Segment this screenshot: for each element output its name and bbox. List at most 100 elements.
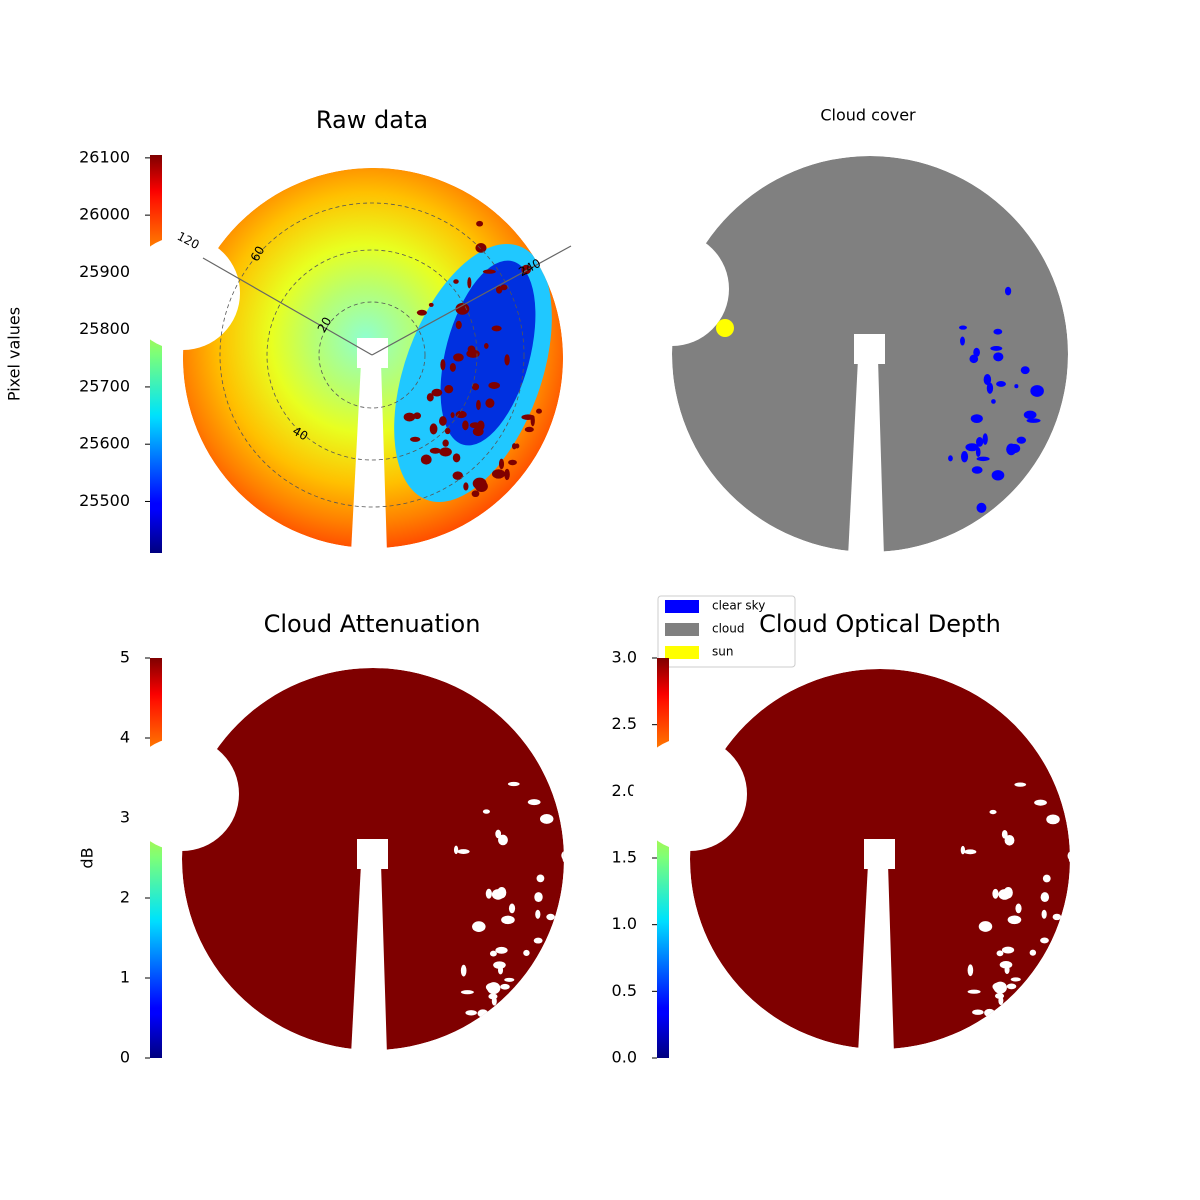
legend-label: clear sky (712, 599, 765, 613)
speck (493, 961, 506, 969)
speck (413, 412, 422, 420)
speck (546, 913, 555, 921)
speck (476, 399, 481, 411)
speck (508, 459, 517, 466)
speck (429, 423, 438, 435)
speck (948, 455, 953, 462)
speck (990, 519, 996, 525)
speck (561, 850, 564, 861)
speck (491, 889, 505, 900)
speck (1070, 396, 1081, 404)
speck (1054, 484, 1067, 490)
speck (475, 243, 487, 253)
colorbar-tick-label: 2.5 (612, 714, 637, 733)
speck (1074, 893, 1083, 899)
speck (1010, 1003, 1020, 1010)
speck (1010, 519, 1018, 530)
colorbar-tick-label: 25800 (79, 319, 130, 338)
speck (1040, 892, 1050, 903)
speck (463, 482, 469, 491)
speck (444, 427, 451, 435)
speck (999, 534, 1013, 541)
speck (978, 921, 993, 932)
panel-title: Cloud Optical Depth (759, 610, 1001, 638)
speck (580, 933, 585, 945)
speck (984, 1008, 995, 1017)
colorbar (150, 155, 162, 553)
mask-arm (351, 363, 387, 553)
speck (495, 829, 502, 839)
speck (1004, 834, 1015, 846)
colorbar-label: dB (78, 847, 97, 868)
speck (480, 1038, 491, 1046)
legend-swatch (665, 623, 699, 636)
legend-swatch (665, 646, 699, 659)
speck (536, 874, 545, 883)
colorbar-tick-label: 1 (120, 968, 130, 987)
speck (573, 853, 584, 861)
speck (964, 849, 977, 855)
speck (467, 345, 476, 353)
speck (500, 983, 510, 990)
speck (1052, 913, 1062, 921)
speck (428, 302, 434, 307)
polar-spoke (202, 257, 373, 356)
mask-notch (633, 737, 747, 851)
legend-swatch (665, 600, 699, 613)
speck (489, 950, 497, 957)
speck (485, 888, 492, 899)
speck (1081, 867, 1085, 876)
speck (568, 893, 577, 899)
speck (959, 325, 967, 330)
polar-ring (266, 249, 478, 461)
speck (455, 320, 462, 330)
speck (453, 845, 459, 855)
colorbar-tick-label: 2 (120, 888, 130, 907)
legend-label: sun (712, 645, 733, 659)
speck (972, 1009, 984, 1015)
panel-title: Raw data (316, 106, 428, 134)
mask-block (357, 839, 388, 869)
colorbar-tick-label: 3.0 (612, 648, 637, 667)
speck (453, 353, 464, 362)
speck (1026, 418, 1041, 423)
speck (485, 398, 495, 408)
speck (1006, 443, 1017, 456)
speck (976, 456, 990, 462)
speck (452, 471, 463, 480)
speck (504, 354, 510, 366)
speck (462, 420, 469, 431)
speck (1001, 830, 1008, 839)
colorbar-tick-label: 3 (120, 808, 130, 827)
speck (1016, 436, 1027, 444)
speck (439, 416, 447, 426)
speck (409, 436, 421, 442)
speck (987, 1037, 997, 1045)
speck (472, 921, 486, 932)
colorbar-tick-label: 26100 (79, 147, 130, 166)
speck (970, 414, 983, 423)
speck (1051, 499, 1063, 509)
speck (465, 1010, 477, 1016)
speck (484, 342, 489, 349)
speck (504, 977, 515, 982)
mask-block (854, 334, 885, 364)
speck (543, 982, 557, 989)
speck (1004, 965, 1010, 975)
speck (967, 964, 974, 977)
colorbar-tick-label: 5 (120, 648, 130, 667)
panel-title: Cloud cover (820, 106, 916, 125)
speck (1061, 937, 1066, 945)
speck (1023, 410, 1037, 420)
speck (495, 285, 503, 294)
speck (521, 414, 535, 420)
speck (533, 937, 543, 944)
speck (983, 374, 992, 386)
colorbar-tick-label: 26000 (79, 205, 130, 224)
speck (455, 410, 467, 419)
speck (403, 412, 416, 422)
speck (976, 502, 987, 513)
speck (1007, 915, 1022, 925)
speck (477, 1009, 489, 1018)
speck (472, 477, 487, 490)
